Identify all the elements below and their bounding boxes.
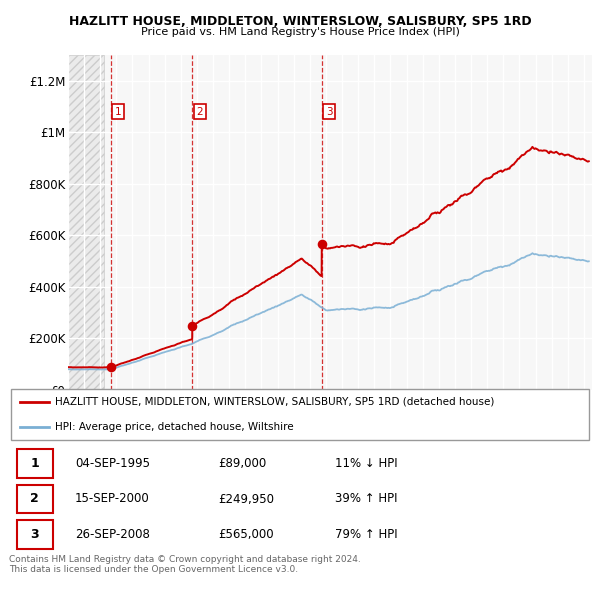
Point [45,424,52,431]
FancyBboxPatch shape [17,450,53,478]
Text: 1: 1 [115,107,122,117]
Point [317,240,326,249]
Point [106,362,116,372]
Text: Contains HM Land Registry data © Crown copyright and database right 2024.
This d: Contains HM Land Registry data © Crown c… [9,555,361,575]
Text: 04-SEP-1995: 04-SEP-1995 [75,457,150,470]
Point [16,398,23,405]
Point [45,398,52,405]
Text: 1: 1 [31,457,39,470]
Point [188,321,197,330]
Text: 11% ↓ HPI: 11% ↓ HPI [335,457,398,470]
Text: 3: 3 [326,107,332,117]
Text: 2: 2 [196,107,203,117]
Text: 3: 3 [31,528,39,541]
FancyBboxPatch shape [17,485,53,513]
Text: £249,950: £249,950 [218,493,274,506]
Bar [68,55,104,390]
Text: 2: 2 [31,493,39,506]
Point [16,424,23,431]
FancyBboxPatch shape [11,389,589,440]
Text: 39% ↑ HPI: 39% ↑ HPI [335,493,398,506]
Text: 79% ↑ HPI: 79% ↑ HPI [335,528,398,541]
Text: £565,000: £565,000 [218,528,274,541]
Text: 15-SEP-2000: 15-SEP-2000 [75,493,150,506]
Text: £89,000: £89,000 [218,457,266,470]
Text: HAZLITT HOUSE, MIDDLETON, WINTERSLOW, SALISBURY, SP5 1RD (detached house): HAZLITT HOUSE, MIDDLETON, WINTERSLOW, SA… [55,397,494,407]
Text: Price paid vs. HM Land Registry's House Price Index (HPI): Price paid vs. HM Land Registry's House … [140,27,460,37]
FancyBboxPatch shape [17,520,53,549]
Text: 26-SEP-2008: 26-SEP-2008 [75,528,150,541]
Text: HAZLITT HOUSE, MIDDLETON, WINTERSLOW, SALISBURY, SP5 1RD: HAZLITT HOUSE, MIDDLETON, WINTERSLOW, SA… [68,15,532,28]
Text: HPI: Average price, detached house, Wiltshire: HPI: Average price, detached house, Wilt… [55,422,293,432]
